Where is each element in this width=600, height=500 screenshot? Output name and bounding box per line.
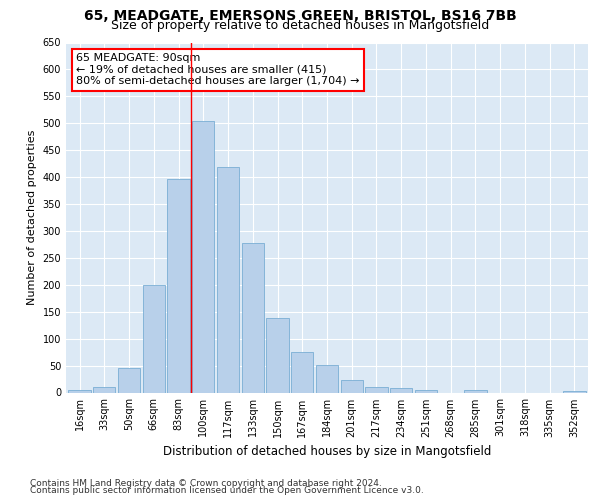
Text: Size of property relative to detached houses in Mangotsfield: Size of property relative to detached ho… [111, 19, 489, 32]
Bar [118, 368, 140, 392]
Bar [390, 388, 412, 392]
Bar [341, 380, 363, 392]
Bar [68, 390, 91, 392]
Text: Contains public sector information licensed under the Open Government Licence v3: Contains public sector information licen… [30, 486, 424, 495]
Bar [365, 387, 388, 392]
Bar [242, 244, 264, 392]
Bar [291, 352, 313, 393]
Bar [266, 318, 289, 392]
Text: 65 MEADGATE: 90sqm
← 19% of detached houses are smaller (415)
80% of semi-detach: 65 MEADGATE: 90sqm ← 19% of detached hou… [76, 53, 360, 86]
Bar [415, 390, 437, 392]
Y-axis label: Number of detached properties: Number of detached properties [27, 130, 37, 305]
Bar [192, 120, 214, 392]
Bar [464, 390, 487, 392]
X-axis label: Distribution of detached houses by size in Mangotsfield: Distribution of detached houses by size … [163, 445, 491, 458]
Bar [167, 178, 190, 392]
Bar [217, 168, 239, 392]
Text: 65, MEADGATE, EMERSONS GREEN, BRISTOL, BS16 7BB: 65, MEADGATE, EMERSONS GREEN, BRISTOL, B… [83, 9, 517, 23]
Bar [143, 285, 165, 393]
Bar [93, 387, 115, 392]
Bar [563, 391, 586, 392]
Bar [316, 364, 338, 392]
Text: Contains HM Land Registry data © Crown copyright and database right 2024.: Contains HM Land Registry data © Crown c… [30, 478, 382, 488]
